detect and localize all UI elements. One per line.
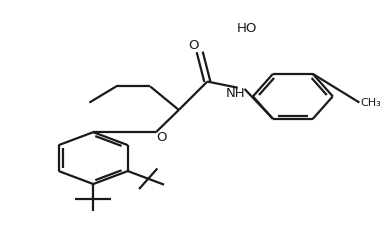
Text: HO: HO — [236, 22, 256, 35]
Text: O: O — [188, 39, 199, 52]
Text: NH: NH — [226, 87, 246, 100]
Text: CH₃: CH₃ — [360, 98, 381, 108]
Text: O: O — [156, 131, 167, 144]
